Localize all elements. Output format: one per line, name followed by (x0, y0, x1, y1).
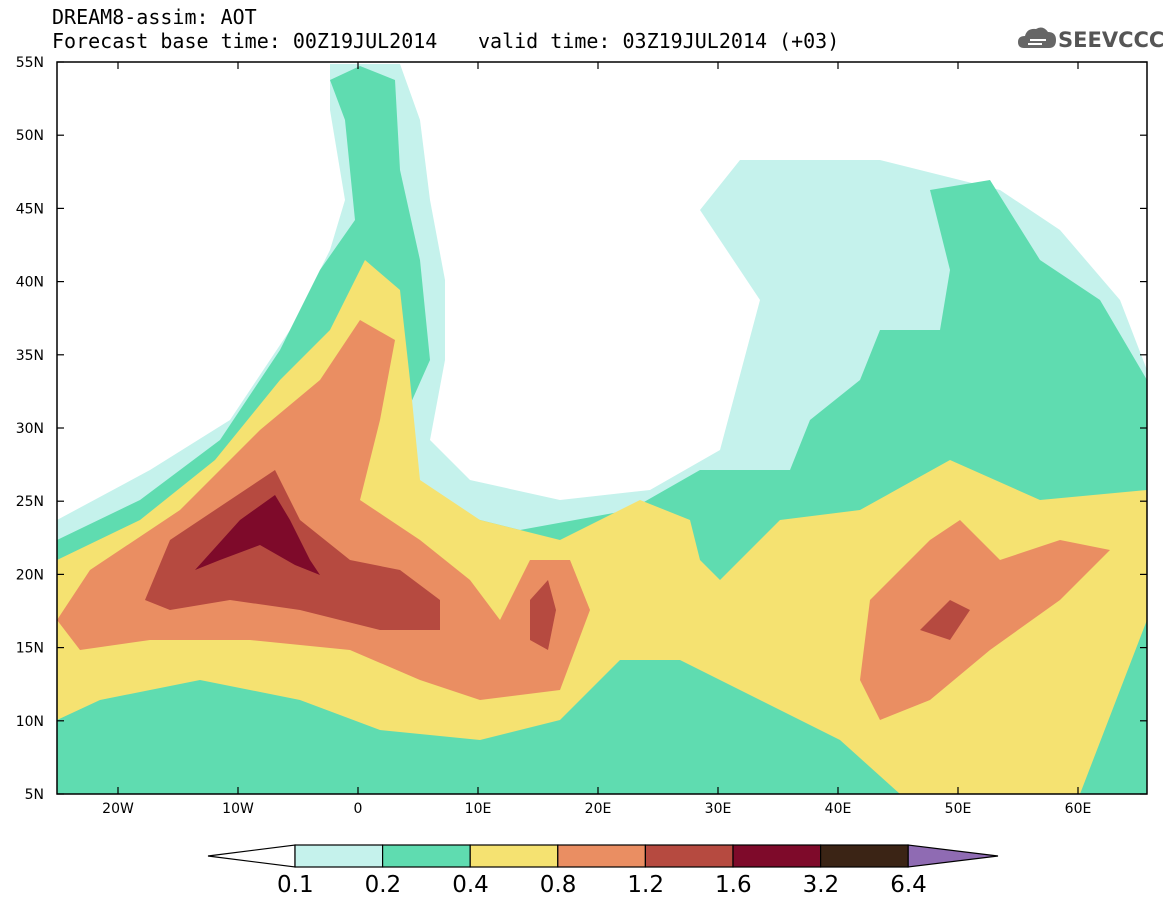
lon-label: 20W (102, 801, 134, 817)
lat-label: 30N (16, 421, 44, 437)
lat-label: 5N (25, 787, 44, 803)
colorbar-swatch (382, 844, 471, 868)
colorbar-label: 6.4 (890, 872, 927, 898)
lat-label: 35N (16, 348, 44, 364)
colorbar (207, 844, 999, 868)
lat-label: 20N (16, 567, 44, 583)
cloud-icon (1018, 27, 1056, 48)
lon-label: 40E (825, 801, 852, 817)
aot-band-1.6 (195, 495, 320, 575)
lat-label: 10N (16, 714, 44, 730)
colorbar-label: 0.4 (452, 872, 489, 898)
colorbar-swatch (469, 844, 559, 868)
colorbar-label: 0.8 (539, 872, 577, 898)
lat-label: 45N (16, 201, 44, 217)
longitude-axis: 20W 10W 0 10E 20E 30E 40E 50E 60E (102, 62, 1091, 817)
aot-band-1.2-arabia (920, 600, 970, 640)
lat-label: 25N (16, 494, 44, 510)
colorbar-label: 1.6 (715, 872, 752, 898)
lat-label: 15N (16, 641, 44, 657)
forecast-base-time: Forecast base time: 00Z19JUL2014 (52, 29, 438, 53)
lon-label: 10E (465, 801, 492, 817)
lon-label: 0 (354, 801, 363, 817)
lon-label: 50E (945, 801, 972, 817)
aot-field (57, 64, 1147, 794)
colorbar-label: 0.1 (277, 872, 314, 898)
lon-label: 60E (1065, 801, 1092, 817)
colorbar-swatch (294, 844, 384, 868)
colorbar-swatch (819, 844, 909, 868)
colorbar-swatch (557, 844, 646, 868)
colorbar-label: 1.2 (627, 872, 664, 898)
logo-text: SEEVCCC (1058, 28, 1165, 52)
colorbar-swatch (732, 844, 822, 868)
colorbar-max-arrow (907, 844, 999, 868)
lon-label: 10W (222, 801, 254, 817)
lat-label: 55N (16, 55, 44, 71)
lat-label: 50N (16, 128, 44, 144)
valid-time: valid time: 03Z19JUL2014 (+03) (478, 29, 840, 53)
colorbar-label: 3.2 (802, 872, 840, 898)
colorbar-min-arrow (207, 844, 296, 868)
lat-label: 40N (16, 275, 44, 291)
lon-label: 20E (585, 801, 612, 817)
lon-label: 30E (705, 801, 732, 817)
aot-band-1.2-sahel (530, 580, 556, 650)
map-title: DREAM8-assim: AOT (52, 5, 257, 29)
aot-band-0.8-arabia (860, 520, 1110, 720)
colorbar-swatch (644, 844, 734, 868)
colorbar-label: 0.2 (364, 872, 402, 898)
latitude-axis: 55N 50N 45N 40N 35N 30N 25N 20N 15N 10N 5N (16, 55, 1147, 803)
